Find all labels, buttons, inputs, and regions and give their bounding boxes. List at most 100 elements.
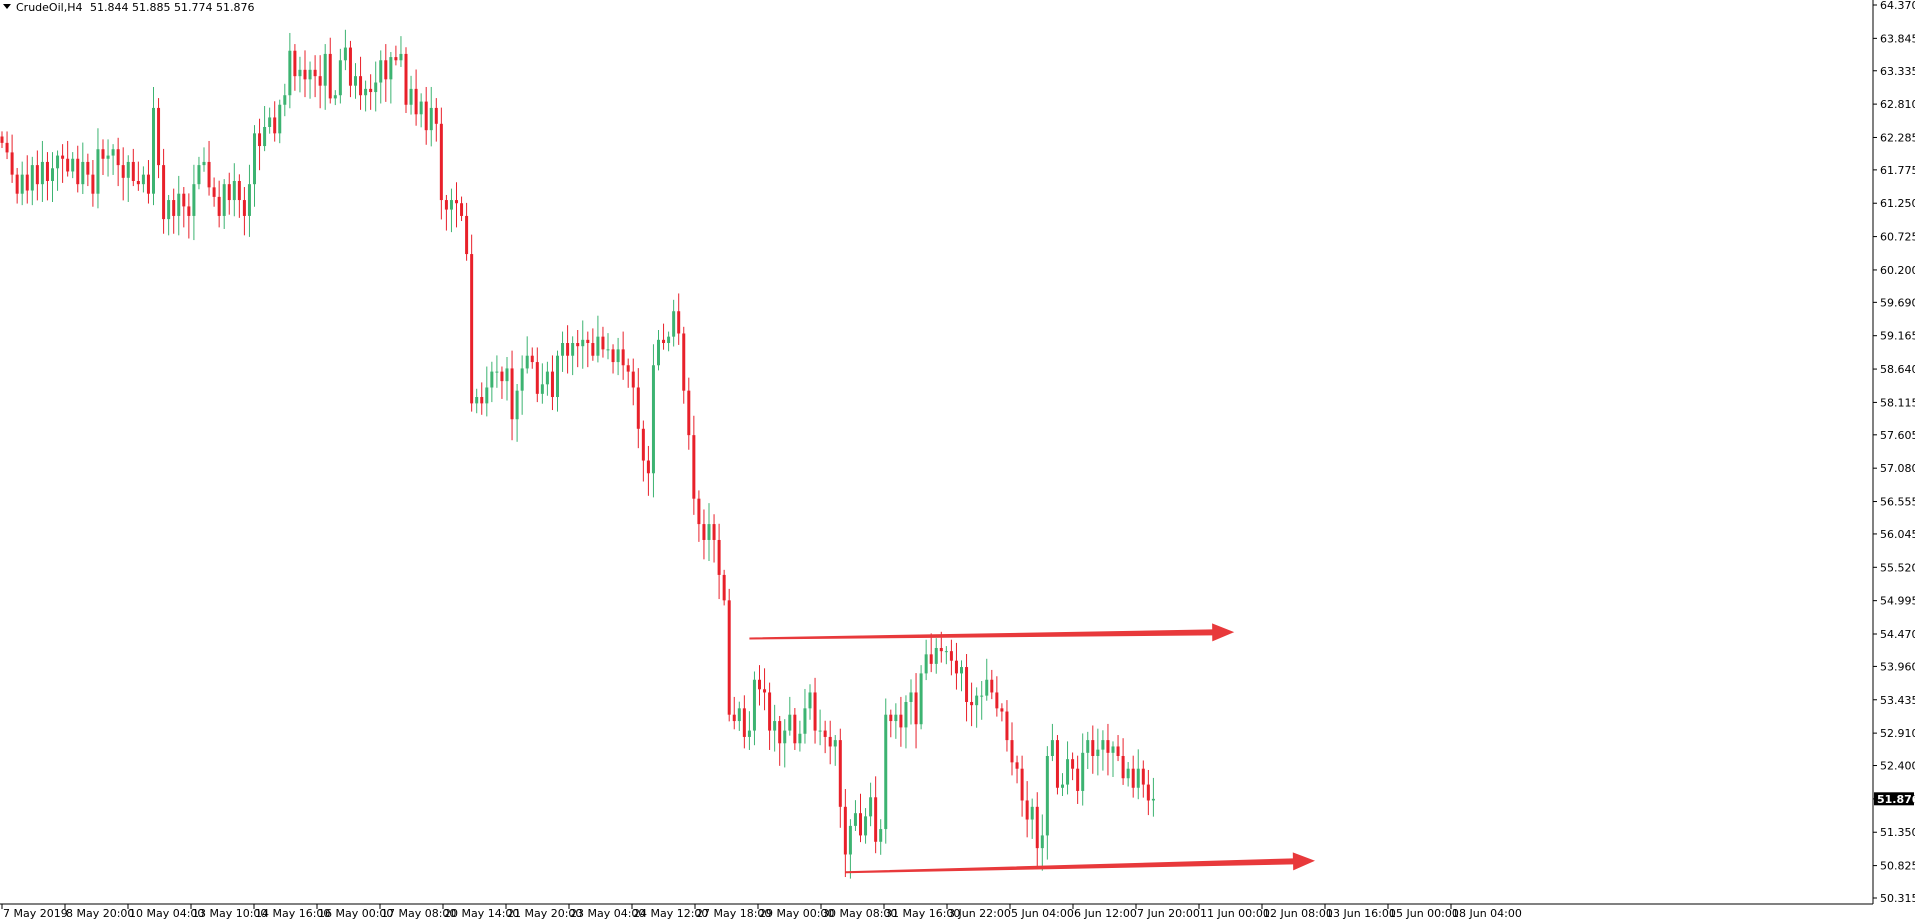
candle-body (636, 387, 640, 429)
candle-body (596, 336, 600, 356)
candle-body (45, 161, 49, 181)
candle-body (758, 679, 761, 690)
price-tick-label: 50.825 (1880, 860, 1915, 873)
candle-body (40, 161, 44, 185)
ohlc-values: 51.844 51.885 51.774 51.876 (90, 1, 254, 14)
candle-body (1010, 740, 1014, 763)
symbol-label: CrudeOil,H4 (16, 1, 82, 14)
candle-body (1030, 806, 1034, 820)
candle-body (1111, 746, 1115, 753)
candle-body (268, 117, 272, 127)
candle-body (990, 679, 994, 693)
candle-body (414, 88, 418, 115)
candle-body (131, 161, 135, 181)
support-arrow (845, 852, 1315, 874)
candle-body (247, 184, 251, 216)
candle-body (222, 184, 226, 216)
candle-body (308, 69, 312, 80)
candle-body (808, 692, 812, 709)
candle-body (566, 343, 570, 356)
candle-body (737, 708, 741, 722)
candle-body (167, 200, 171, 220)
candle-body (576, 343, 580, 347)
candle-body (0, 136, 4, 143)
triangle-down-icon[interactable] (3, 4, 11, 9)
time-tick-label: 29 May 00:00 (759, 907, 834, 920)
price-tick-label: 60.200 (1880, 264, 1915, 277)
candle-body (449, 200, 453, 210)
plot-area[interactable] (0, 0, 1873, 904)
time-tick-label: 23 May 04:00 (570, 907, 645, 920)
candle-body (828, 736, 832, 747)
candle-body (354, 76, 357, 86)
candle-body (1061, 784, 1064, 788)
candle-body (1066, 759, 1070, 785)
annotations-group (749, 623, 1315, 874)
candle-body (697, 498, 701, 525)
candle-body (278, 104, 282, 134)
candle-body (960, 667, 963, 674)
candle-body (1086, 740, 1090, 753)
candle-body (338, 60, 342, 96)
candle-body (1000, 708, 1004, 712)
candle-body (1081, 752, 1085, 791)
candle-body (434, 107, 438, 124)
price-tick-label: 61.250 (1880, 197, 1915, 210)
candle-body (15, 174, 19, 194)
candle-body (86, 161, 90, 175)
candle-body (374, 82, 378, 93)
candle-body (985, 679, 989, 696)
candle-body (904, 701, 908, 728)
price-tick-label: 56.045 (1880, 528, 1915, 541)
time-tick-label: 14 May 16:00 (255, 907, 330, 920)
time-tick-label: 24 May 12:00 (633, 907, 708, 920)
price-tag-background (1874, 792, 1914, 806)
candle-body (369, 88, 373, 93)
candle-body (333, 95, 337, 99)
candle-body (56, 155, 60, 169)
candle-body (490, 371, 494, 388)
candle-body (1071, 759, 1075, 769)
candle-body (495, 371, 499, 373)
candle-body (258, 133, 262, 147)
candle-body (889, 714, 893, 722)
resistance-arrow (749, 623, 1235, 642)
candle-body (253, 133, 256, 185)
candle-body (121, 165, 125, 178)
price-tick-label: 63.845 (1880, 32, 1915, 45)
current-price-tag: 51.876 (1874, 792, 1915, 806)
candle-body (838, 740, 842, 807)
candle-body (1020, 768, 1024, 801)
candle-body (394, 57, 398, 61)
candle-body (530, 355, 534, 363)
candle-body (732, 714, 736, 722)
candle-body (1151, 798, 1155, 801)
candle-body (803, 708, 807, 734)
price-tick-label: 57.080 (1880, 462, 1915, 475)
candle-body (581, 339, 585, 347)
candle-body (202, 161, 206, 166)
candle-body (859, 813, 862, 836)
candle-body (970, 701, 974, 706)
candle-body (424, 101, 428, 131)
candle-body (172, 200, 176, 216)
price-tick-label: 61.775 (1880, 164, 1915, 177)
candle-body (273, 117, 277, 134)
candle-body (783, 730, 787, 744)
candle-body (470, 254, 474, 404)
candle-body (763, 689, 767, 693)
candle-body (944, 651, 948, 653)
time-tick-label: 15 Jun 00:00 (1389, 907, 1459, 920)
candle-body (793, 714, 797, 744)
time-tick-label: 27 May 18:00 (696, 907, 771, 920)
candle-body (212, 187, 216, 197)
candle-body (157, 107, 161, 166)
candle-body (677, 311, 681, 334)
candle-body (864, 816, 868, 836)
price-tick-label: 62.285 (1880, 131, 1915, 144)
candle-body (439, 123, 443, 201)
candle-body (460, 203, 464, 216)
time-tick-label: 3 Jun 22:00 (948, 907, 1011, 920)
time-tick-label: 13 May 10:00 (192, 907, 267, 920)
